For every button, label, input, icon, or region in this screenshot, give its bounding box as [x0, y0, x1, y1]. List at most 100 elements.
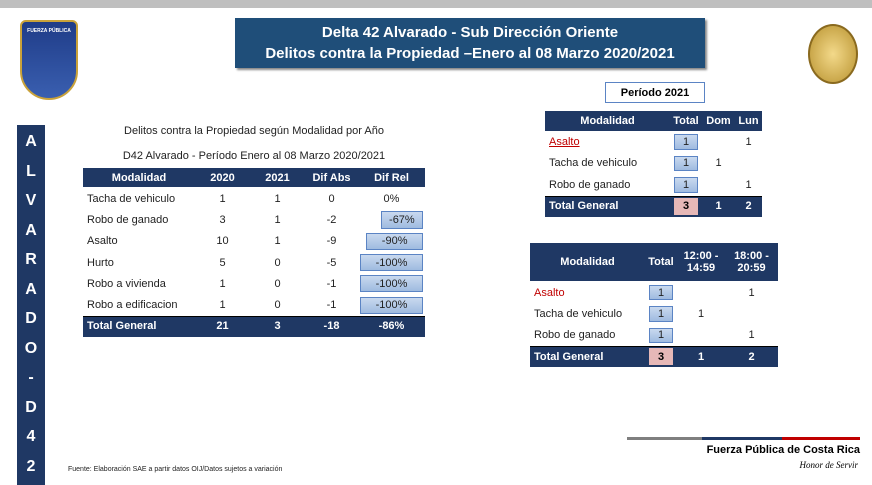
table-cell: Tacha de vehiculo — [534, 307, 623, 320]
table-cell: 1 — [219, 277, 226, 290]
table-cell: 1 — [745, 178, 752, 191]
table-cell: -90% — [366, 232, 423, 250]
rule — [782, 437, 860, 440]
period-label: Período 2021 — [605, 82, 705, 103]
total-cell: 2 — [745, 200, 752, 213]
logo-right — [808, 24, 858, 84]
table-cell: 5 — [219, 256, 226, 269]
total-cell: 3 — [274, 320, 281, 333]
sidebar-letter: A — [25, 221, 37, 239]
table-cell: Tacha de vehiculo — [87, 192, 176, 205]
table-cell: Robo a vivienda — [87, 277, 166, 290]
sidebar-letter: D — [25, 398, 37, 416]
total-cell: 3 — [649, 347, 673, 366]
table-cell: -67% — [380, 211, 423, 229]
header-cell: Modalidad — [545, 111, 670, 131]
table-cell: 0 — [274, 277, 281, 290]
rule — [627, 437, 702, 440]
title: Delta 42 Alvarado - Sub Dirección Orient… — [321, 24, 619, 41]
header-cell: Total — [670, 111, 702, 131]
total-cell: 2 — [748, 350, 755, 363]
top-band — [0, 0, 872, 8]
table-cell: 1 — [219, 299, 226, 312]
sidebar-letter: D — [25, 310, 37, 327]
table-cell: 1 — [674, 134, 698, 150]
total-cell: Total General — [549, 200, 619, 213]
header-cell: Dom — [702, 111, 735, 131]
total-cell: 1 — [715, 200, 722, 213]
table-cell: -1 — [326, 299, 337, 312]
table-cell: -5 — [326, 256, 337, 269]
logo-left: FUERZA PÚBLICA — [20, 20, 78, 100]
header-cell: Total — [645, 243, 677, 281]
table-cell: -2 — [326, 213, 337, 226]
header-cell: 2021 — [250, 168, 305, 187]
table-cell: 1 — [748, 286, 755, 299]
subtitle: Delitos contra la Propiedad –Enero al 08… — [265, 45, 675, 62]
table-cell: 1 — [649, 327, 673, 343]
header-cell: 2020 — [195, 168, 250, 187]
sidebar-letter: 2 — [26, 457, 36, 475]
table-cell: 1 — [274, 192, 281, 205]
sidebar-letter: 4 — [26, 428, 36, 445]
rule — [702, 437, 782, 440]
table-cell: 3 — [219, 213, 226, 226]
total-cell: 3 — [674, 197, 698, 215]
brand: Fuerza Pública de Costa Rica — [706, 444, 860, 456]
table-cell: 1 — [219, 192, 226, 205]
table-cell: 1 — [697, 307, 705, 320]
table-cell: Hurto — [87, 256, 114, 269]
table-cell: 0 — [274, 256, 281, 269]
total-cell: -18 — [323, 320, 340, 333]
sidebar-letter: - — [28, 369, 34, 386]
sidebar-letter: V — [25, 192, 37, 209]
header-cell: Dif Abs — [305, 168, 358, 187]
table-cell: -100% — [360, 296, 423, 314]
total-cell: Total General — [534, 350, 604, 363]
sidebar-letter: L — [26, 162, 36, 180]
header-cell: Modalidad — [83, 168, 195, 187]
table-cell: 1 — [674, 177, 698, 193]
table-cell: 10 — [216, 235, 229, 248]
total-row — [83, 315, 425, 338]
table-cell: 1 — [674, 155, 698, 171]
table1-subtitle: D42 Alvarado - Período Enero al 08 Marzo… — [122, 150, 386, 162]
table-cell: Tacha de vehiculo — [549, 157, 638, 170]
total-cell: 21 — [216, 320, 229, 333]
table-cell: 0 — [274, 299, 281, 312]
table-cell: Robo de ganado — [549, 178, 631, 191]
table-cell: 0% — [383, 192, 400, 205]
table-cell: -100% — [360, 275, 423, 293]
header-cell: Dif Rel — [358, 168, 425, 187]
table-cell: Asalto — [549, 135, 580, 148]
table-cell: 0 — [328, 192, 335, 205]
table-cell: 1 — [748, 329, 755, 342]
table-cell: -9 — [326, 235, 337, 248]
total-cell: Total General — [87, 320, 157, 333]
logo-text: FUERZA PÚBLICA — [27, 28, 71, 34]
header-cell: Lun — [735, 111, 762, 131]
table-cell: 1 — [649, 306, 673, 322]
header-cell: 18:00 - 20:59 — [725, 243, 778, 281]
total-cell: -86% — [378, 320, 405, 333]
table-cell: 1 — [649, 285, 673, 301]
header-cell: 12:00 - 14:59 — [677, 243, 725, 281]
title-box: Delta 42 Alvarado - Sub Dirección Orient… — [235, 18, 705, 68]
table-cell: 1 — [745, 135, 752, 148]
sidebar-letter: O — [24, 339, 38, 357]
table-cell: 1 — [715, 157, 722, 170]
table-cell: Robo de ganado — [534, 329, 616, 342]
table-cell: Robo de ganado — [87, 213, 169, 226]
table1-title: Delitos contra la Propiedad según Modali… — [124, 125, 384, 137]
motto: Honor de Servir — [799, 460, 859, 470]
table-cell: Robo a edificacion — [87, 299, 178, 312]
table-cell: Asalto — [87, 235, 118, 248]
table-cell: 1 — [274, 213, 281, 226]
table-cell: -1 — [326, 277, 337, 290]
header-cell: Modalidad — [530, 243, 645, 281]
sidebar-letter: R — [25, 251, 37, 268]
total-row — [545, 195, 762, 217]
sidebar-letter: A — [25, 133, 37, 150]
